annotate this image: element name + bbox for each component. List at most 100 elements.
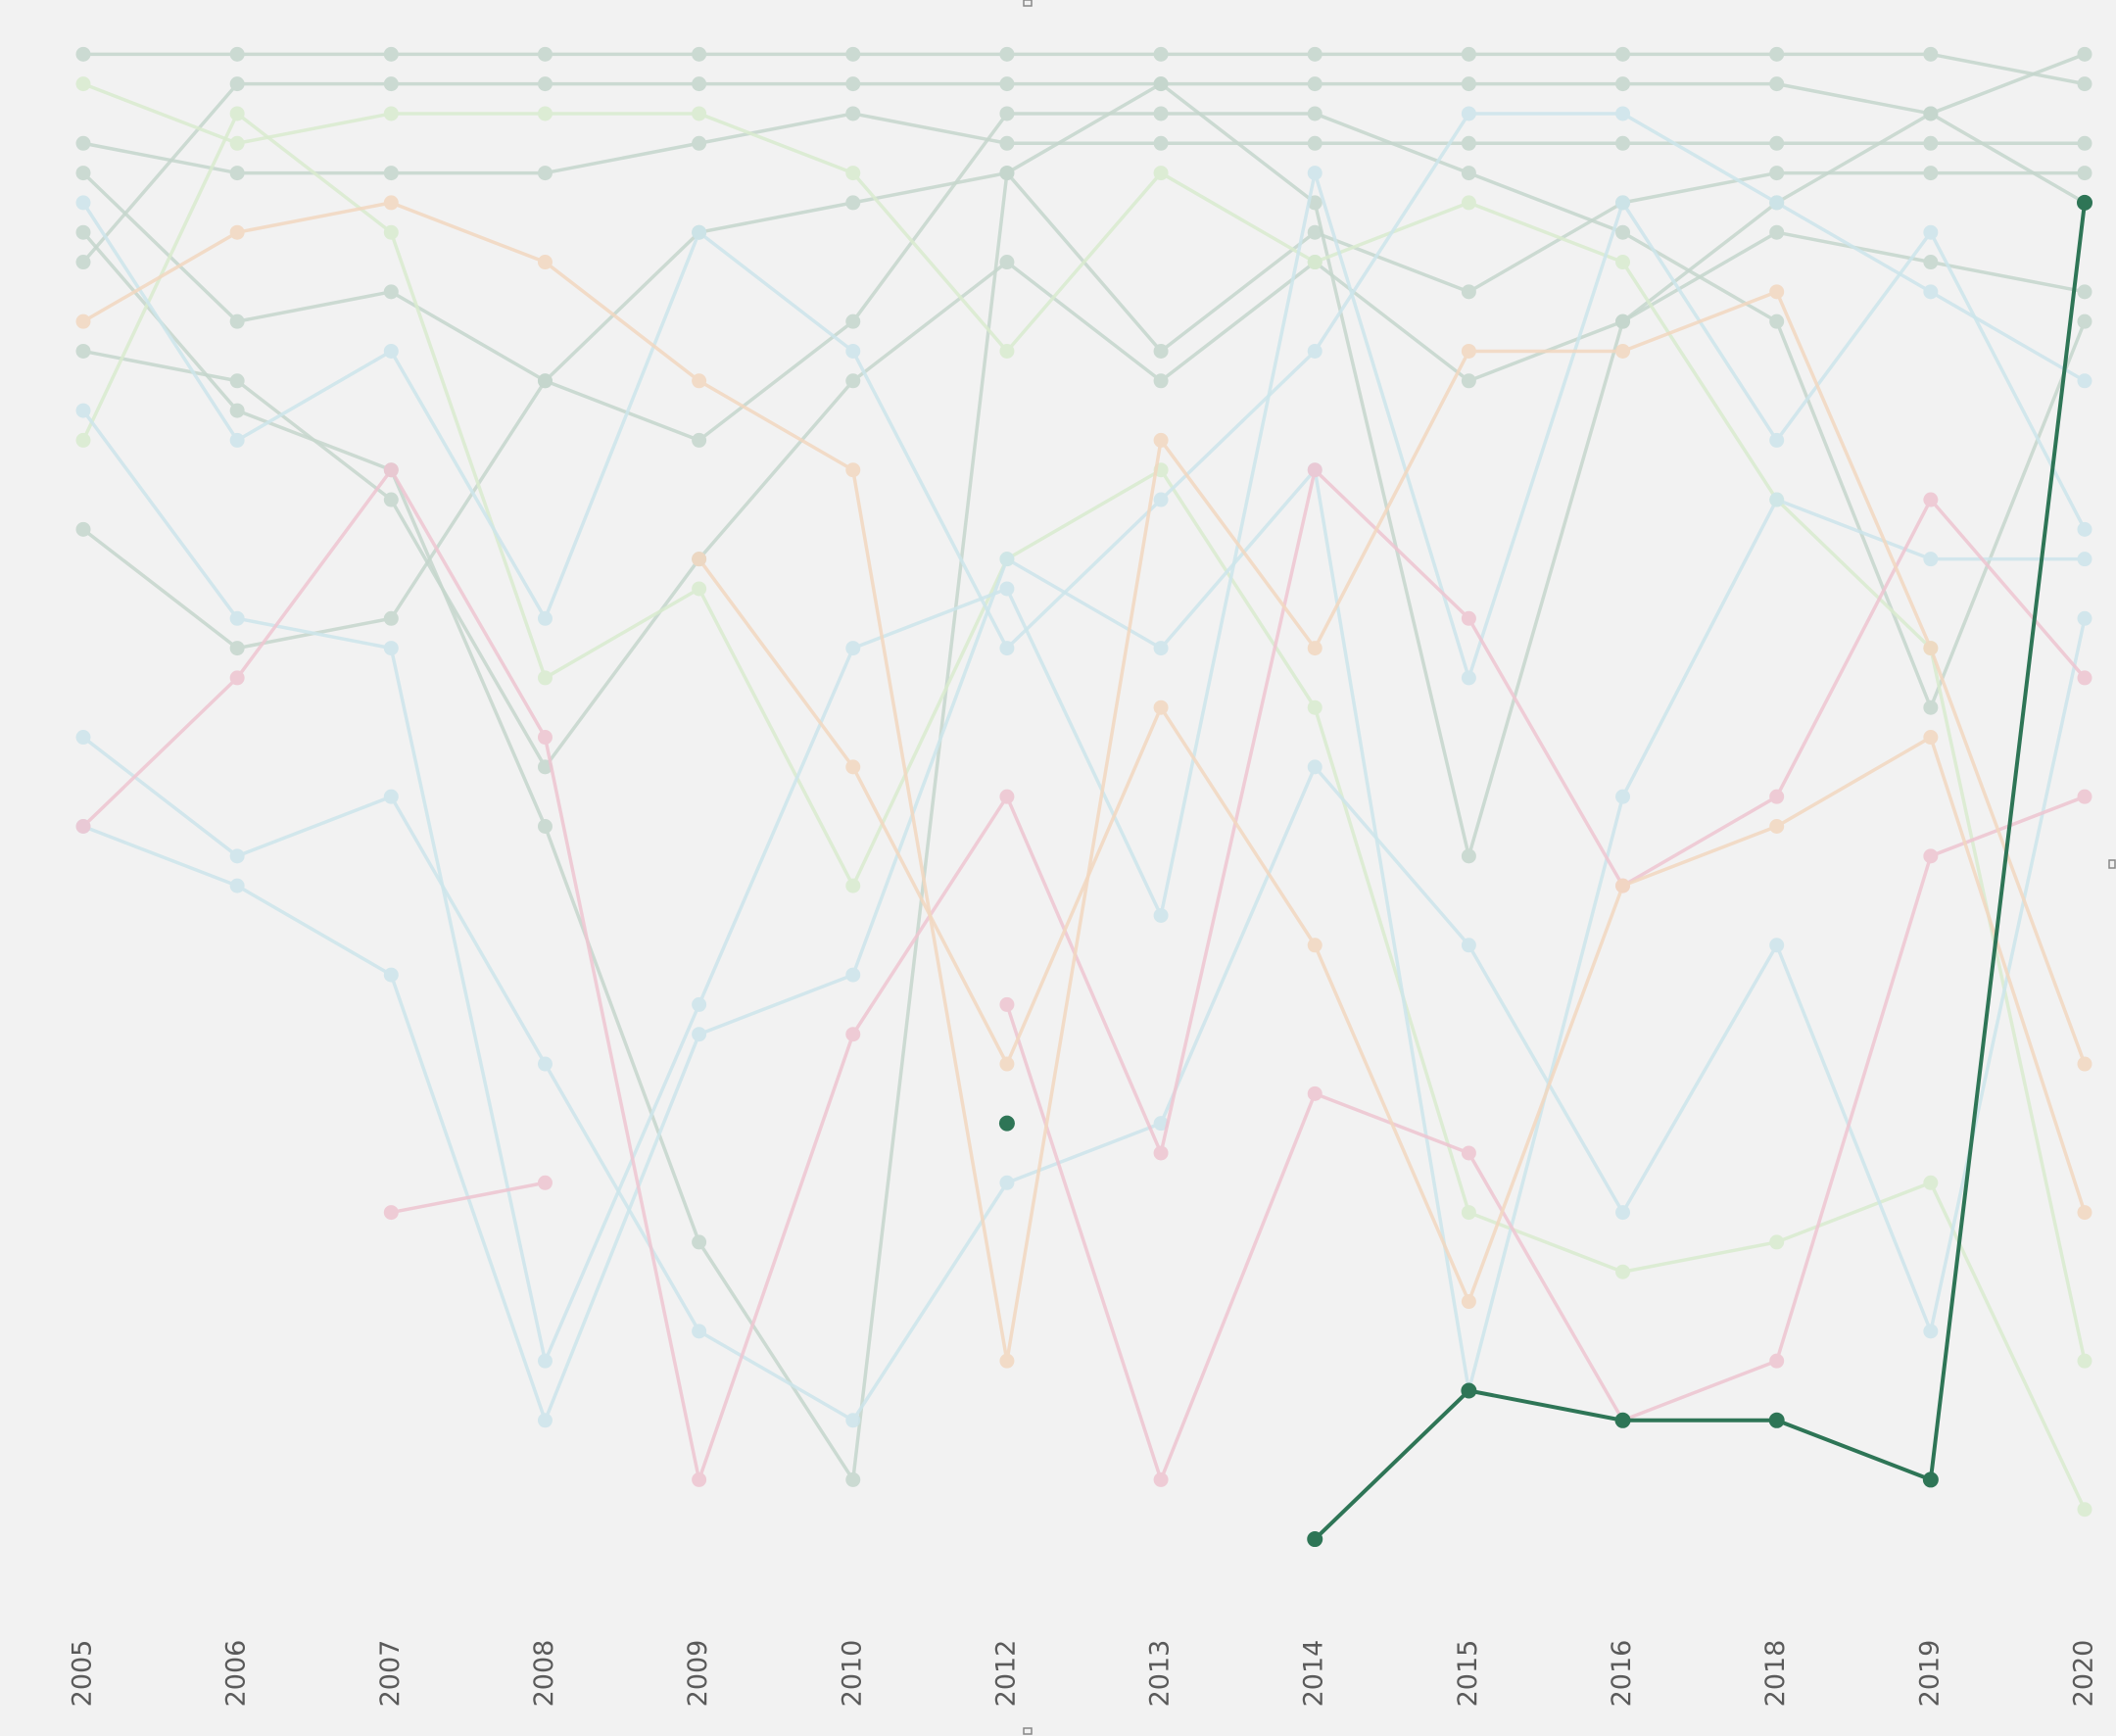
series-point bbox=[2077, 166, 2092, 181]
series bbox=[75, 106, 2092, 1518]
series-point bbox=[1615, 789, 1631, 804]
series-point bbox=[1461, 938, 1476, 953]
series-point bbox=[692, 1471, 707, 1487]
series-line bbox=[1313, 202, 2087, 1541]
series-line bbox=[81, 170, 2087, 1363]
series-point bbox=[1461, 610, 1476, 626]
series-point bbox=[1769, 313, 1785, 329]
series-point bbox=[1461, 284, 1476, 300]
series-line bbox=[82, 112, 2085, 175]
series-point bbox=[1153, 492, 1169, 507]
series-point bbox=[1307, 1531, 1323, 1548]
series-point bbox=[1923, 106, 1939, 121]
series-point bbox=[229, 224, 245, 240]
series-point bbox=[845, 106, 861, 121]
series-point bbox=[1307, 255, 1322, 270]
series-point bbox=[75, 521, 91, 537]
series-point bbox=[1307, 166, 1322, 181]
x-tick-label: 2005 bbox=[68, 1640, 98, 1708]
series bbox=[75, 166, 2092, 1369]
series-point bbox=[1615, 46, 1631, 62]
series-point bbox=[845, 343, 861, 359]
series-point bbox=[2077, 1353, 2092, 1369]
series-point bbox=[229, 313, 245, 329]
series-point bbox=[229, 166, 245, 181]
series-point bbox=[1615, 878, 1631, 893]
series-point bbox=[229, 403, 245, 418]
series-point bbox=[2077, 76, 2092, 92]
series-point bbox=[75, 730, 91, 746]
series-point bbox=[229, 373, 245, 389]
series-point bbox=[383, 284, 399, 300]
series-point bbox=[1615, 1205, 1631, 1221]
x-tick-label: 2015 bbox=[1453, 1640, 1483, 1708]
series-point bbox=[2077, 194, 2092, 211]
series-point bbox=[229, 76, 245, 92]
series-point bbox=[537, 255, 553, 270]
series-point bbox=[845, 967, 861, 983]
series-point bbox=[229, 46, 245, 62]
series-point bbox=[845, 462, 861, 478]
series-point bbox=[999, 106, 1015, 121]
series bbox=[75, 610, 2092, 1428]
series-point bbox=[999, 996, 1015, 1012]
series-point bbox=[1615, 76, 1631, 92]
series-point bbox=[1307, 46, 1322, 62]
series-point bbox=[1769, 1234, 1785, 1250]
series-point bbox=[2077, 789, 2092, 804]
series-point bbox=[1769, 432, 1785, 448]
series-point bbox=[1307, 224, 1322, 240]
series-point bbox=[1307, 699, 1322, 715]
resize-handle[interactable] bbox=[1023, 0, 1033, 7]
series-point bbox=[1461, 373, 1476, 389]
resize-handle[interactable] bbox=[1023, 1727, 1033, 1735]
series-point bbox=[537, 1353, 553, 1369]
series-point bbox=[75, 343, 91, 359]
series-point bbox=[692, 1234, 707, 1250]
series-point bbox=[75, 403, 91, 418]
series-point bbox=[537, 373, 553, 389]
series-point bbox=[383, 1205, 399, 1221]
series-point bbox=[383, 76, 399, 92]
series-point bbox=[2077, 610, 2092, 626]
series-line bbox=[81, 467, 2087, 1482]
series-point bbox=[1769, 166, 1785, 181]
series-point bbox=[1769, 1353, 1785, 1369]
series-line bbox=[697, 557, 2087, 1304]
series-point bbox=[2077, 552, 2092, 567]
series-point bbox=[1307, 938, 1322, 953]
series-point bbox=[1461, 195, 1476, 211]
series-point bbox=[1461, 1382, 1477, 1399]
series-point bbox=[383, 492, 399, 507]
series-point bbox=[999, 641, 1015, 656]
series-point bbox=[999, 46, 1015, 62]
series-point bbox=[999, 255, 1015, 270]
series bbox=[75, 46, 2092, 92]
series-point bbox=[845, 313, 861, 329]
series bbox=[75, 106, 2092, 656]
series-point bbox=[537, 76, 553, 92]
series-line bbox=[81, 112, 2086, 651]
series-point bbox=[1922, 1471, 1939, 1488]
series-point bbox=[2077, 1056, 2092, 1072]
series-point bbox=[2077, 46, 2092, 62]
series-point bbox=[383, 224, 399, 240]
series-point bbox=[229, 848, 245, 864]
series-point bbox=[692, 76, 707, 92]
series-point bbox=[1153, 699, 1169, 715]
series-point bbox=[1153, 46, 1169, 62]
series-point bbox=[229, 878, 245, 893]
series-point bbox=[1615, 255, 1631, 270]
series-point bbox=[2077, 135, 2092, 151]
resize-handle[interactable] bbox=[2108, 859, 2116, 869]
x-tick-label: 2018 bbox=[1760, 1640, 1791, 1708]
series-point bbox=[229, 106, 245, 121]
series-point bbox=[1769, 819, 1785, 834]
series-point bbox=[537, 610, 553, 626]
series-point bbox=[1615, 1264, 1631, 1279]
x-tick-label: 2019 bbox=[1914, 1640, 1945, 1708]
series-point bbox=[1615, 313, 1631, 329]
series-point bbox=[1923, 46, 1939, 62]
x-tick-label: 2013 bbox=[1145, 1640, 1176, 1708]
